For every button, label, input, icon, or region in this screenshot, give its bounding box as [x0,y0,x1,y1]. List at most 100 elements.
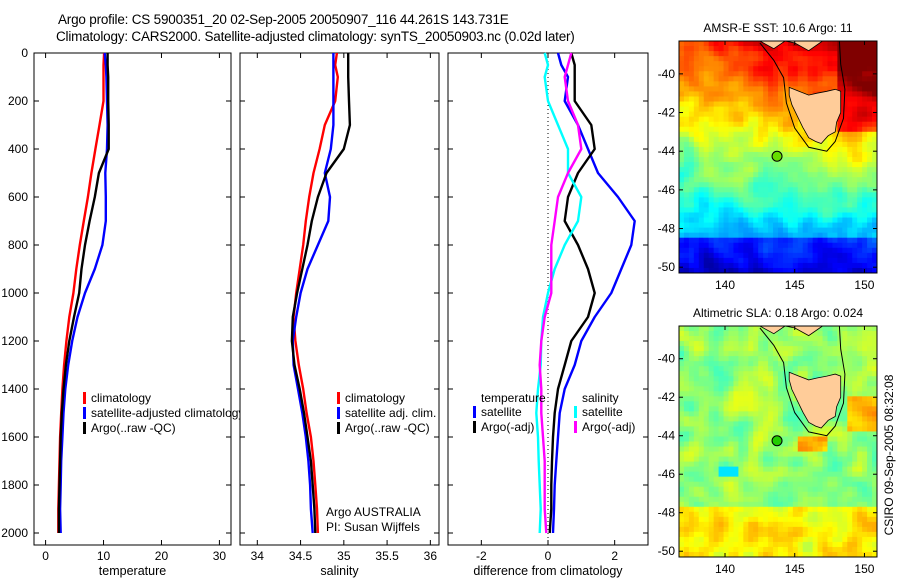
heatmap-cell [792,351,799,357]
heatmap-cell [812,531,819,538]
heatmap-cell [802,197,809,203]
heatmap-cell [797,262,804,269]
heatmap-cell [748,431,754,437]
heatmap-cell [758,111,764,118]
heatmap-cell [782,456,789,463]
heatmap-cell [807,461,814,468]
heatmap-cell [703,56,710,62]
heatmap-cell [842,212,848,219]
heatmap-cell [768,426,774,432]
heatmap-cell [693,86,700,92]
heatmap-cell [758,461,764,468]
heatmap-cell [718,416,725,422]
heatmap-cell [782,237,789,244]
heatmap-cell [847,536,853,543]
heatmap-cell [842,361,848,367]
heatmap-cell [753,446,759,453]
heatmap-cell [867,71,873,77]
heatmap-cell [807,481,814,488]
heatmap-cell [743,242,749,249]
heatmap-cell [718,406,725,412]
heatmap-cell [862,501,868,508]
heatmap-cell [842,116,848,123]
heatmap-cell [703,157,710,163]
heatmap-cell [812,441,819,448]
heatmap-cell [872,411,878,417]
heatmap-cell [872,252,878,259]
heatmap-cell [723,232,729,239]
heatmap-cell [792,336,799,342]
heatmap-cell [778,351,784,357]
heatmap-cell [832,546,838,553]
heatmap-cell [822,471,828,478]
tasmania-land [788,86,842,144]
heatmap-cell [733,56,739,62]
heatmap-cell [837,361,843,367]
heatmap-cell [827,521,833,528]
heatmap-cell [852,126,858,133]
heatmap-cell [703,416,710,422]
heatmap-cell [688,521,695,528]
heatmap-cell [718,496,725,503]
heatmap-cell [852,202,858,208]
heatmap-cell [867,351,873,357]
heatmap-cell [718,242,725,249]
heatmap-cell [723,141,729,148]
heatmap-cell [743,177,749,183]
heatmap-cell [827,466,833,473]
heatmap-cell [679,51,685,57]
heatmap-cell [708,177,715,183]
heatmap-cell [782,76,789,82]
heatmap-cell [713,406,720,412]
heatmap-cell [679,336,685,342]
heatmap-cell [837,411,843,417]
heatmap-cell [718,446,725,453]
heatmap-cell [773,506,779,513]
heatmap-cell [782,466,789,473]
heatmap-cell [778,247,784,254]
heatmap-cell [797,366,804,372]
heatmap-cell [773,376,779,382]
heatmap-cell [807,541,814,548]
heatmap-cell [773,207,779,213]
heatmap-cell [797,436,804,442]
heatmap-cell [787,41,794,47]
heatmap-cell [713,491,720,498]
heatmap-cell [733,506,739,513]
heatmap-cell [758,101,764,108]
heatmap-cell [867,61,873,67]
heatmap-cell [688,232,695,239]
heatmap-cell [832,232,838,239]
heatmap-cell [713,242,720,249]
heatmap-cell [797,491,804,498]
heatmap-cell [822,212,828,219]
heatmap-cell [683,441,690,448]
heatmap-cell [797,456,804,463]
heatmap-cell [728,366,734,372]
heatmap-cell [817,232,824,239]
heatmap-cell [773,396,779,402]
heatmap-cell [763,441,769,448]
heatmap-cell [693,521,700,528]
heatmap-cell [703,212,710,219]
heatmap-cell [778,51,784,57]
heatmap-cell [827,222,833,229]
heatmap-cell [748,222,754,229]
heatmap-cell [872,531,878,538]
heatmap-cell [787,227,794,234]
heatmap-cell [857,136,863,143]
heatmap-cell [797,546,804,553]
heatmap-cell [842,172,848,178]
heatmap-cell [683,257,690,264]
heatmap-cell [703,252,710,259]
heatmap-cell [748,356,754,362]
heatmap-cell [679,212,685,219]
heatmap-cell [827,141,833,148]
heatmap-cell [842,197,848,203]
heatmap-cell [728,141,734,148]
heatmap-cell [802,526,809,533]
heatmap-cell [748,521,754,528]
heatmap-cell [773,101,779,108]
heatmap-cell [842,401,848,407]
heatmap-cell [743,476,749,483]
